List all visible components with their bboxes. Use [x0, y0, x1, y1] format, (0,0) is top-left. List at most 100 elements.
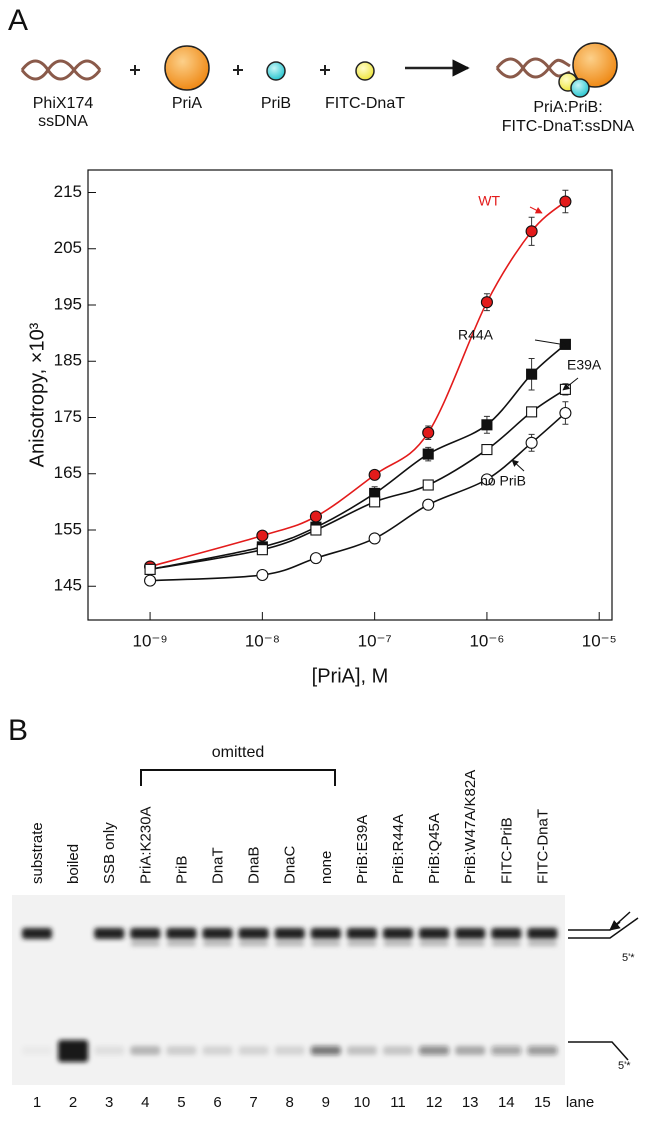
label-arrow [529, 206, 543, 214]
band [527, 1046, 558, 1055]
lane-number: 12 [426, 1094, 443, 1111]
schematic-label: FITC-DnaT:ssDNA [502, 118, 635, 135]
marker [525, 225, 538, 238]
schematic-label: PriB [261, 95, 291, 112]
band [383, 928, 413, 939]
band [310, 1046, 341, 1055]
lane-number: 1 [33, 1094, 41, 1111]
marker [559, 195, 572, 208]
band [274, 1046, 305, 1055]
band [346, 1046, 377, 1055]
lane-label: DnaB [246, 846, 263, 884]
lane-label: DnaC [282, 845, 299, 884]
marker [256, 529, 269, 542]
marker [480, 296, 493, 309]
band [274, 928, 305, 939]
marker [526, 406, 538, 418]
band [203, 941, 232, 946]
marker [481, 444, 493, 456]
y-tick-label: 205 [54, 238, 82, 257]
band [202, 928, 233, 939]
lane-label: PriB:Q45A [426, 813, 443, 884]
lane-number: 6 [213, 1094, 221, 1111]
marker [256, 568, 269, 582]
band [455, 928, 486, 939]
lane-label: substrate [29, 822, 46, 884]
schematic-label: PriA [172, 95, 203, 112]
lane-number: 11 [390, 1094, 406, 1111]
lane-label: boiled [65, 844, 82, 884]
group-label: omitted [212, 744, 264, 761]
schematic-label: ssDNA [38, 113, 88, 130]
band [455, 1046, 486, 1055]
lane-number: 14 [498, 1094, 515, 1111]
band [22, 928, 52, 939]
lane-label: DnaT [209, 847, 226, 884]
marker [422, 426, 435, 439]
band [492, 941, 521, 946]
band [383, 1046, 413, 1055]
x-tick-label: 10⁻⁵ [582, 631, 617, 650]
y-tick-label: 145 [54, 576, 82, 595]
marker [526, 368, 538, 380]
fit-line [150, 412, 566, 582]
series-label: E39A [567, 357, 602, 373]
series-label: R44A [458, 327, 494, 343]
marker [422, 448, 434, 460]
y-tick-label: 165 [54, 463, 82, 482]
marker [309, 510, 322, 523]
x-tick-label: 10⁻⁶ [469, 631, 504, 650]
gel-bands [22, 928, 558, 1062]
fit-line [149, 343, 566, 571]
lane-label: none [318, 851, 335, 884]
y-axis-title: Anisotropy, ×10³ [26, 322, 48, 467]
band [275, 941, 304, 946]
band [166, 1046, 197, 1055]
band [167, 941, 196, 946]
lane-label: FITC-DnaT [534, 809, 551, 884]
band [239, 941, 268, 946]
end-label: 5'* [618, 1060, 631, 1072]
label-arrow [534, 339, 567, 348]
band [94, 928, 125, 939]
band [491, 1046, 522, 1055]
x-tick-label: 10⁻⁷ [358, 631, 392, 650]
x-axis-title: [PriA], M [312, 665, 389, 687]
lane-label: PriB:W47A/K82A [462, 770, 479, 884]
y-tick-label: 155 [54, 519, 82, 538]
lane-label: PriB [173, 856, 190, 884]
panel-label: B [8, 714, 28, 747]
schematic-label: PriA:PriB: [533, 99, 602, 116]
marker [144, 563, 156, 575]
marker [309, 552, 322, 565]
lane-number: 5 [177, 1094, 185, 1111]
band [238, 1046, 269, 1055]
band [22, 1046, 52, 1055]
panel-label: A [8, 4, 28, 37]
lane-number: 13 [462, 1094, 479, 1111]
band [131, 941, 160, 946]
marker [481, 419, 493, 431]
lane-number: 8 [286, 1094, 294, 1111]
x-tick-label: 10⁻⁹ [132, 631, 167, 650]
y-tick-label: 175 [54, 407, 82, 426]
marker [525, 436, 538, 449]
band [384, 941, 412, 946]
marker [368, 532, 381, 545]
band [238, 928, 269, 939]
lane-label: PriB:R44A [390, 814, 407, 884]
lane-number: 9 [322, 1094, 330, 1111]
band [94, 1046, 125, 1055]
band [491, 928, 522, 939]
band [202, 1046, 233, 1055]
lane-number: 10 [354, 1094, 371, 1111]
band [419, 928, 450, 939]
marker [369, 496, 381, 508]
y-tick-label: 185 [54, 351, 82, 370]
marker [559, 406, 572, 420]
schematic-label: PhiX174 [33, 95, 94, 112]
band [528, 941, 557, 946]
plot-frame [87, 169, 613, 621]
band [420, 941, 449, 946]
